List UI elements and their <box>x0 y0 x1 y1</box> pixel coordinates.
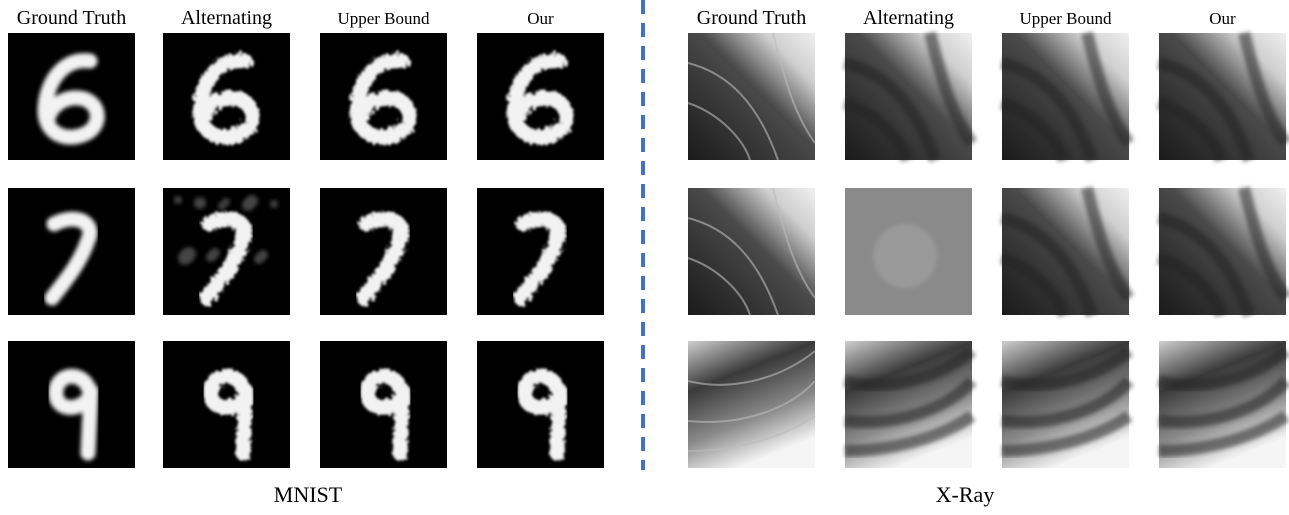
image-background <box>320 188 447 315</box>
image-background <box>8 188 135 315</box>
image <box>845 33 972 160</box>
image <box>8 188 135 315</box>
noise <box>218 202 226 210</box>
noise <box>174 196 182 204</box>
image <box>1159 341 1286 468</box>
figure: Ground Truth Alternating Upper Bound Our MNI… <box>0 0 1289 515</box>
artifact <box>873 224 937 288</box>
image-background <box>163 188 290 315</box>
image <box>688 341 815 468</box>
image <box>1159 188 1286 315</box>
noise <box>178 251 192 265</box>
image <box>688 188 815 315</box>
image <box>845 188 972 315</box>
image <box>163 33 290 160</box>
panel: Ground Truth Alternating Upper Bound Our X-R… <box>688 7 1286 507</box>
page: Ground Truth Alternating Upper Bound Our MNI… <box>0 0 1289 515</box>
image-background <box>477 188 604 315</box>
noise <box>242 199 254 211</box>
image <box>320 33 447 160</box>
column-header: Our <box>1209 9 1236 28</box>
image <box>1159 33 1286 160</box>
column-header: Alternating <box>863 7 954 29</box>
column-header: Upper Bound <box>337 9 430 28</box>
image <box>1002 188 1129 315</box>
noise <box>194 197 206 209</box>
column-header: Alternating <box>181 7 272 29</box>
image <box>8 33 135 160</box>
image <box>477 188 604 315</box>
image-background <box>688 341 815 468</box>
image <box>477 341 604 468</box>
panel: Ground Truth Alternating Upper Bound Our MNI… <box>8 7 604 507</box>
panel-caption: MNIST <box>274 482 343 507</box>
noise <box>206 252 216 262</box>
image <box>163 188 290 315</box>
column-header: Ground Truth <box>697 7 806 29</box>
image-background <box>688 188 815 315</box>
image <box>688 33 815 160</box>
column-header: Our <box>527 9 554 28</box>
image <box>477 33 604 160</box>
column-header: Ground Truth <box>17 7 126 29</box>
image <box>1002 33 1129 160</box>
image <box>8 341 135 468</box>
image-background <box>688 33 815 160</box>
image <box>1002 341 1129 468</box>
image <box>320 188 447 315</box>
noise <box>254 254 264 264</box>
image <box>163 341 290 468</box>
panel-caption: X-Ray <box>936 482 995 507</box>
noise <box>270 200 278 208</box>
column-header: Upper Bound <box>1019 9 1112 28</box>
image <box>845 341 972 468</box>
image <box>320 341 447 468</box>
